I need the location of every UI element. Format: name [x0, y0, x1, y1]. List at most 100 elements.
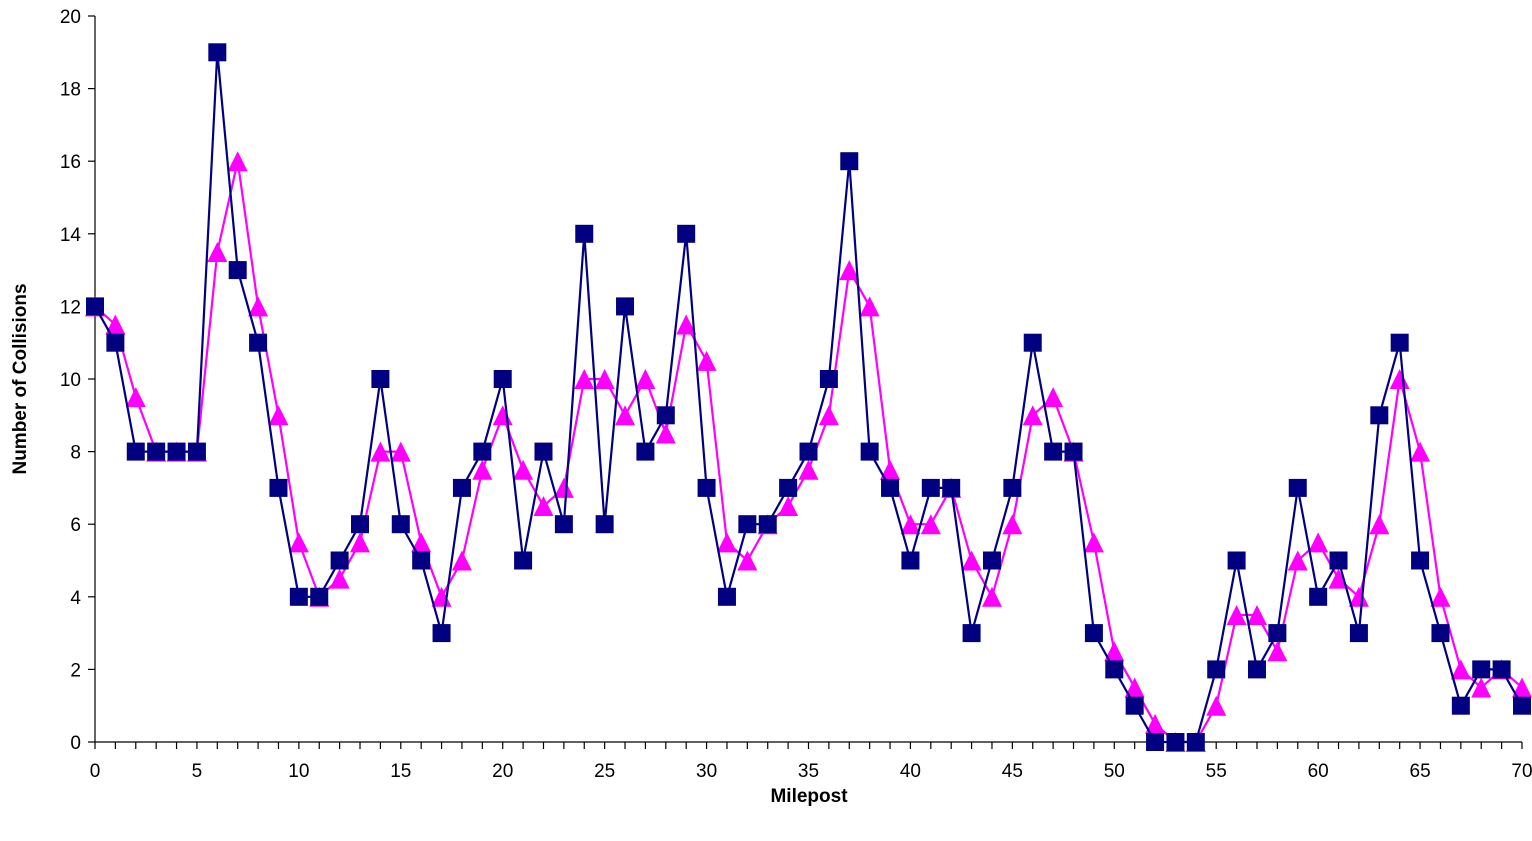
triangle-marker [1369, 514, 1390, 535]
square-marker [351, 515, 370, 534]
triangle-marker [981, 586, 1002, 607]
square-marker [249, 333, 268, 352]
x-tick-label: 20 [492, 761, 513, 782]
square-marker [1288, 478, 1307, 497]
y-tick-label: 16 [60, 152, 81, 173]
x-tick-label: 10 [288, 761, 309, 782]
triangle-marker [1145, 713, 1166, 734]
y-axis-title: Number of Collisions [10, 283, 31, 474]
square-marker [697, 478, 716, 497]
square-marker [575, 224, 594, 243]
x-tick-label: 5 [192, 761, 203, 782]
square-marker [779, 478, 798, 497]
triangle-marker [839, 260, 860, 281]
x-tick-label: 60 [1308, 761, 1329, 782]
triangle-marker [655, 423, 676, 444]
square-marker [1207, 660, 1226, 679]
triangle-marker [1206, 695, 1227, 716]
x-axis-title: Milepost [770, 786, 848, 807]
square-marker [1044, 442, 1063, 461]
triangle-marker [1043, 387, 1064, 408]
square-marker [167, 442, 186, 461]
x-tick-label: 25 [594, 761, 615, 782]
square-marker [738, 515, 757, 534]
triangle-marker [920, 514, 941, 535]
series-triangles [85, 151, 1532, 752]
square-marker [1146, 733, 1165, 751]
triangle-marker [472, 459, 493, 480]
triangle-marker [329, 568, 350, 589]
triangle-marker [798, 459, 819, 480]
triangle-marker [553, 477, 574, 498]
triangle-marker [574, 369, 595, 389]
triangle-marker [268, 405, 289, 426]
square-marker [595, 515, 614, 534]
triangle-marker [961, 550, 982, 571]
triangle-marker [716, 532, 737, 553]
square-marker [514, 551, 533, 570]
x-tick-label: 70 [1511, 761, 1532, 782]
series-line [94, 51, 1523, 744]
x-tick-label: 0 [90, 761, 101, 782]
square-marker [758, 515, 777, 534]
y-tick-label: 2 [70, 660, 81, 681]
triangle-marker [1328, 568, 1349, 589]
triangle-marker [533, 496, 554, 517]
triangle-marker [594, 369, 615, 389]
triangle-marker [615, 405, 636, 426]
square-marker [881, 478, 900, 497]
square-marker [1268, 624, 1287, 643]
square-marker [412, 551, 431, 570]
square-marker [1084, 624, 1103, 643]
series-squares [86, 43, 1531, 751]
square-marker [208, 43, 227, 62]
triangle-marker [1389, 369, 1410, 389]
square-marker [1227, 551, 1246, 570]
square-marker [942, 478, 961, 497]
square-marker [147, 442, 166, 461]
square-marker [1411, 551, 1430, 570]
square-marker [636, 442, 655, 461]
x-tick-label: 35 [798, 761, 819, 782]
triangle-marker [900, 514, 921, 535]
triangle-marker [1450, 659, 1471, 680]
square-marker [1370, 406, 1389, 425]
triangle-marker [635, 369, 656, 389]
triangle-marker [778, 496, 799, 517]
triangle-marker [350, 532, 371, 553]
square-marker [269, 478, 288, 497]
triangle-marker [1430, 586, 1451, 607]
y-tick-label: 0 [70, 733, 81, 754]
triangle-marker [880, 459, 901, 480]
square-marker [289, 587, 308, 606]
y-tick-label: 10 [60, 370, 81, 391]
x-tick-label: 65 [1410, 761, 1431, 782]
triangle-marker [696, 350, 717, 371]
triangle-marker [207, 241, 228, 262]
triangle-marker [1246, 604, 1267, 625]
square-marker [126, 442, 145, 461]
y-tick-label: 6 [70, 515, 81, 536]
y-tick-label: 14 [60, 225, 82, 246]
x-tick-label: 55 [1206, 761, 1227, 782]
square-marker [962, 624, 981, 643]
triangle-marker [1226, 604, 1247, 625]
triangle-marker [676, 314, 697, 335]
square-marker [228, 261, 247, 280]
square-marker [1309, 587, 1328, 606]
triangle-marker [227, 151, 248, 172]
triangle-marker [1104, 641, 1125, 662]
square-marker [1023, 333, 1042, 352]
triangle-marker [390, 441, 411, 462]
square-marker [1329, 551, 1348, 570]
square-marker [371, 370, 390, 388]
square-marker [819, 370, 838, 388]
triangle-marker [1083, 532, 1104, 553]
triangle-marker [1512, 677, 1532, 698]
square-marker [1064, 442, 1083, 461]
square-marker [493, 370, 512, 388]
triangle-marker [1308, 532, 1329, 553]
square-marker [554, 515, 573, 534]
square-marker [391, 515, 410, 534]
triangle-marker [411, 532, 432, 553]
